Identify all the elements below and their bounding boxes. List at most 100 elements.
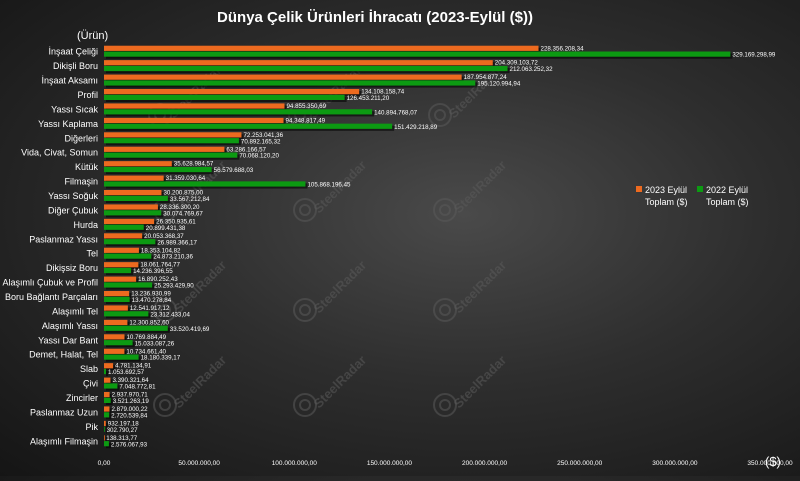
bar-2023 bbox=[104, 132, 242, 138]
data-label-2023: 138.313,77 bbox=[106, 435, 138, 442]
bar-2022 bbox=[104, 267, 132, 274]
category-label: Vida, Civat, Somun bbox=[21, 148, 98, 158]
data-label-2023: 10.734.661,40 bbox=[126, 348, 166, 355]
bar-2023 bbox=[104, 45, 539, 51]
bar-2022 bbox=[104, 282, 153, 288]
bar-2022 bbox=[104, 181, 306, 187]
bar-2022 bbox=[104, 123, 393, 129]
category-label: Kütük bbox=[75, 162, 99, 172]
x-axis-label: ($) bbox=[765, 454, 781, 469]
data-label-2022: 105.868.196,45 bbox=[307, 182, 351, 189]
bar-2022 bbox=[104, 426, 105, 432]
data-label-2023: 187.954.877,24 bbox=[464, 74, 508, 81]
bar-2022 bbox=[104, 253, 152, 259]
bar-shadow bbox=[106, 428, 107, 434]
data-label-2023: 3.390.321,64 bbox=[112, 377, 149, 384]
bar-2022 bbox=[104, 51, 731, 57]
data-label-2023: 12.541.917,12 bbox=[130, 305, 170, 312]
data-label-2023: 28.336.300,20 bbox=[160, 204, 200, 211]
legend-label: 2023 Eylül bbox=[645, 185, 687, 195]
data-label-2022: 3.521.263,19 bbox=[113, 398, 150, 405]
watermark: SteelRadar bbox=[153, 352, 229, 417]
category-label: Alaşımlı Yassı bbox=[42, 321, 98, 331]
legend-swatch bbox=[636, 186, 642, 192]
bar-2022 bbox=[104, 65, 508, 72]
data-label-2022: 33.520.419,69 bbox=[170, 326, 210, 333]
legend-item[interactable]: 2023 Eylül Toplam ($) bbox=[636, 185, 688, 207]
bar-shadow bbox=[106, 422, 108, 429]
data-label-2023: 134.108.158,74 bbox=[361, 89, 405, 96]
watermark-text: SteelRadar bbox=[311, 352, 370, 411]
y-axis-label: (Ürün) bbox=[77, 30, 108, 42]
data-label-2022: 20.899.431,38 bbox=[146, 225, 186, 232]
category-label: Yassı Soğuk bbox=[48, 191, 98, 201]
data-label-2022: 23.312.433,04 bbox=[150, 311, 190, 318]
category-label: Yassı Kaplama bbox=[38, 119, 98, 129]
data-label-2022: 26.989.366,17 bbox=[157, 239, 197, 246]
x-tick-label: 100.000.000,00 bbox=[272, 460, 318, 467]
bar-2022 bbox=[104, 166, 212, 173]
data-label-2023: 63.286.166,57 bbox=[226, 146, 266, 153]
bar-2023 bbox=[104, 74, 462, 80]
bar-2022 bbox=[104, 152, 238, 158]
watermark-text: SteelRadar bbox=[451, 157, 510, 216]
category-label: Slab bbox=[80, 364, 98, 374]
bar-2022 bbox=[104, 441, 109, 447]
data-label-2023: 10.769.884,49 bbox=[126, 334, 166, 341]
legend-label: Toplam ($) bbox=[706, 197, 749, 207]
data-label-2023: 72.253.041,36 bbox=[243, 132, 283, 139]
bar-2023 bbox=[104, 348, 125, 354]
watermark-text: SteelRadar bbox=[451, 352, 510, 411]
bar-2022 bbox=[104, 340, 133, 346]
category-label: Çivi bbox=[83, 379, 98, 389]
bar-2023 bbox=[104, 420, 106, 427]
category-label: Hurda bbox=[73, 220, 98, 230]
category-label: Filmaşin bbox=[64, 177, 98, 187]
data-label-2023: 30.200.875,00 bbox=[163, 190, 203, 197]
bar-2023 bbox=[104, 233, 143, 239]
bar-2022 bbox=[104, 383, 118, 389]
bar-2022 bbox=[104, 210, 162, 216]
bar-2023 bbox=[104, 175, 164, 181]
bar-2022 bbox=[104, 80, 476, 86]
bar-2023 bbox=[104, 146, 225, 152]
watermark: SteelRadar bbox=[293, 352, 370, 417]
data-label-2022: 2.720.539,84 bbox=[111, 412, 148, 419]
data-label-2022: 70.892.165,32 bbox=[241, 138, 281, 145]
data-label-2022: 329.169.298,99 bbox=[732, 52, 776, 59]
bar-2022 bbox=[104, 354, 139, 360]
bar-2022 bbox=[104, 195, 168, 201]
category-label: İnşaat Aksamı bbox=[41, 76, 98, 86]
data-label-2023: 13.236.930,99 bbox=[131, 291, 171, 298]
data-label-2022: 15.033.087,26 bbox=[135, 340, 175, 347]
bar-2022 bbox=[104, 397, 111, 403]
x-tick-label: 300.000.000,00 bbox=[652, 460, 698, 467]
bar-2022 bbox=[104, 296, 130, 302]
bar-2023 bbox=[104, 262, 139, 268]
legend[interactable]: 2023 Eylül Toplam ($) 2022 Eylül Toplam ($) bbox=[636, 185, 749, 207]
category-label: Dikişsiz Boru bbox=[46, 263, 98, 273]
bar-2022 bbox=[104, 412, 110, 418]
data-label-2022: 18.180.339,17 bbox=[141, 355, 181, 362]
bar-2023 bbox=[104, 392, 110, 398]
bar-shadow bbox=[106, 437, 107, 443]
category-label: Yassı Dar Bant bbox=[38, 335, 98, 345]
x-tick-label: 250.000.000,00 bbox=[557, 460, 603, 467]
category-label: Diğer Çubuk bbox=[48, 205, 99, 215]
bar-2022 bbox=[104, 224, 144, 230]
data-label-2023: 204.309.103,72 bbox=[495, 60, 539, 67]
data-label-2023: 20.053.368,37 bbox=[144, 233, 184, 240]
bar-2022 bbox=[104, 311, 149, 317]
data-label-2022: 195.120.994,94 bbox=[477, 81, 521, 88]
category-label: Yassı Sıcak bbox=[51, 104, 98, 114]
bar-2023 bbox=[104, 406, 110, 412]
bar-2023 bbox=[104, 319, 128, 326]
category-label: Tel bbox=[86, 249, 98, 259]
bar-2023 bbox=[104, 103, 285, 109]
data-label-2022: 13.470.278,84 bbox=[132, 297, 172, 304]
data-label-2023: 26.350.935,61 bbox=[156, 218, 196, 225]
x-tick-label: 50.000.000,00 bbox=[178, 460, 220, 467]
legend-item[interactable]: 2022 Eylül Toplam ($) bbox=[697, 185, 749, 207]
data-label-2023: 18.353.104,82 bbox=[141, 247, 181, 254]
